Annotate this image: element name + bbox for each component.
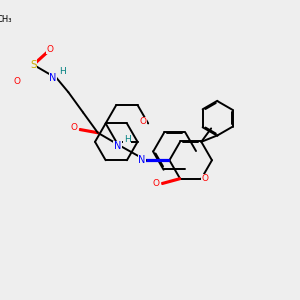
Text: O: O — [70, 123, 77, 132]
Text: S: S — [30, 60, 37, 70]
Text: H: H — [59, 68, 66, 76]
Text: O: O — [14, 77, 20, 86]
Text: CH₃: CH₃ — [0, 15, 12, 24]
Text: O: O — [140, 117, 147, 126]
Text: N: N — [138, 155, 146, 165]
Text: O: O — [47, 44, 54, 53]
Text: N: N — [114, 142, 121, 152]
Text: O: O — [202, 174, 209, 183]
Text: O: O — [152, 179, 159, 188]
Text: H: H — [124, 136, 130, 145]
Text: N: N — [49, 74, 57, 83]
